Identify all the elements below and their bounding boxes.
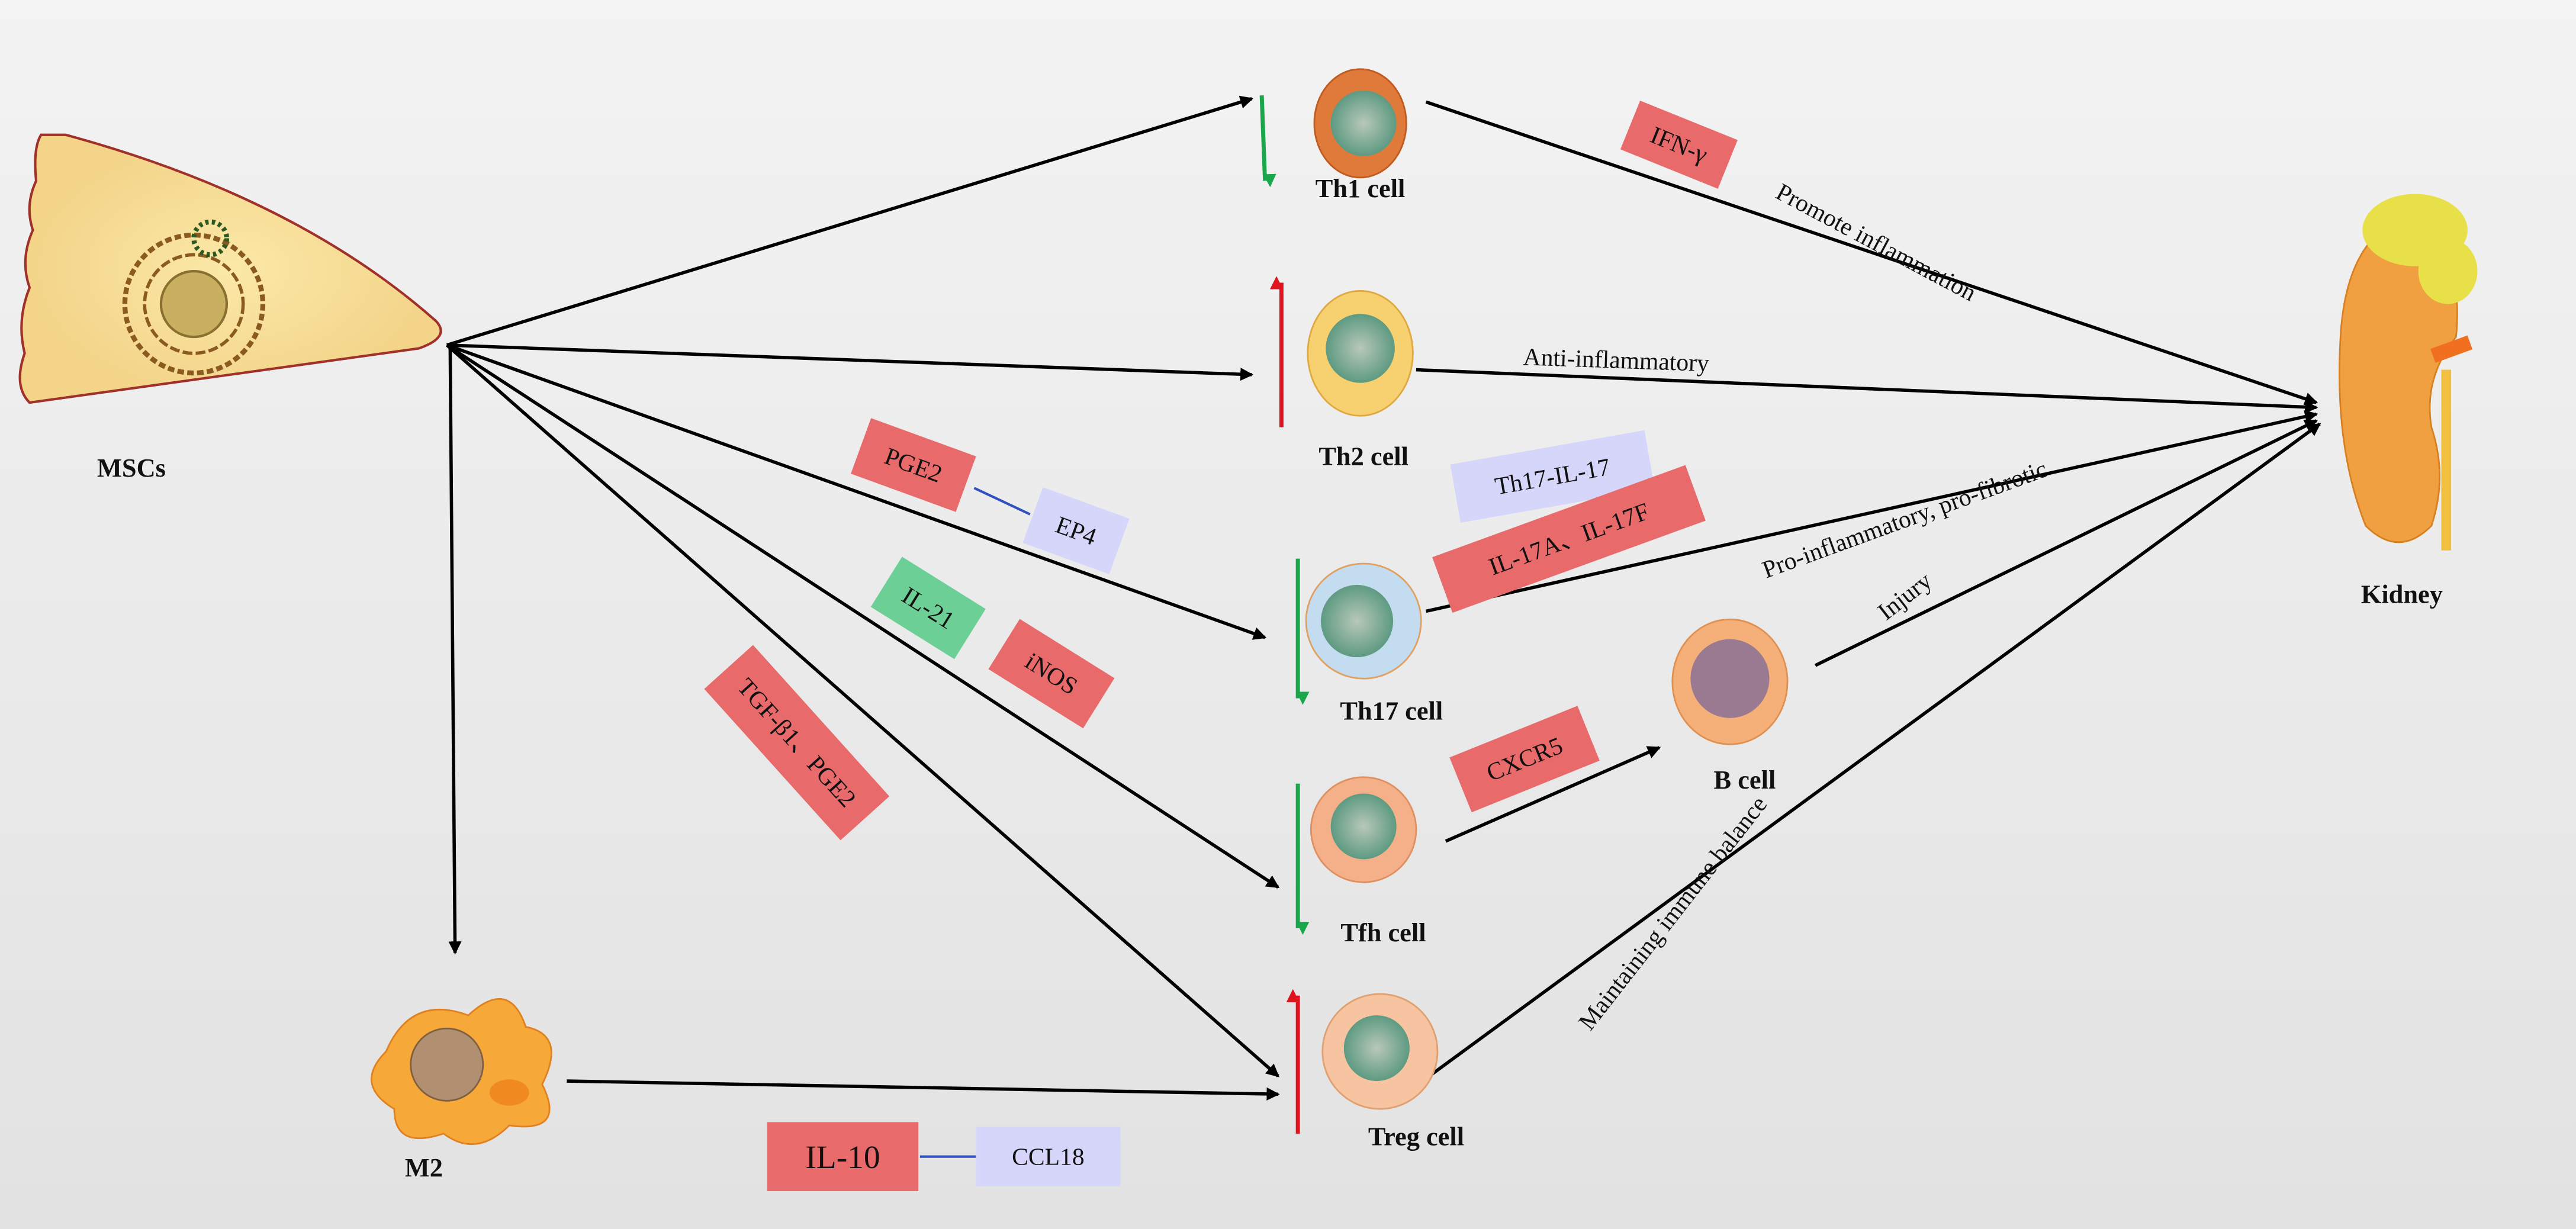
arrow-msc-th2: [446, 343, 1254, 381]
tfh-cell-icon: [1310, 776, 1417, 883]
down-arrow-th1-icon: [1259, 95, 1276, 188]
arrow-m2-treg: [567, 1079, 1280, 1101]
th17-label: Th17 cell: [1340, 696, 1443, 726]
th17-cell-icon: [1305, 562, 1422, 680]
msc-arrows: [445, 95, 2321, 1101]
arrow-th17-kidney: [1425, 410, 2318, 613]
arrow-treg-kidney: [1428, 422, 2321, 1077]
factor-pge2: PGE2: [851, 418, 976, 512]
bcell-label: B cell: [1714, 765, 1776, 794]
m2-macrophage-icon: [371, 998, 552, 1146]
arrow-th1-kidney: [1425, 100, 2318, 406]
arrow-msc-treg: [445, 343, 1279, 1077]
factor-il21: IL-21: [870, 556, 986, 659]
th2-label: Th2 cell: [1318, 441, 1408, 471]
th1-cell-icon: [1313, 68, 1407, 179]
factor-inos: iNOS: [988, 619, 1115, 729]
factor-th17-il17: Th17-IL-17: [1450, 430, 1655, 523]
effect-th1: Promote inflammation: [1771, 178, 1980, 307]
factor-ep4: EP4: [1022, 487, 1130, 574]
treg-label: Treg cell: [1368, 1121, 1464, 1151]
arrow-msc-th17: [446, 343, 1267, 640]
arrow-msc-th1: [446, 95, 1254, 347]
tfh-label: Tfh cell: [1340, 918, 1426, 947]
svg-text:IL-10: IL-10: [805, 1140, 880, 1176]
msc-cell-icon: [18, 133, 442, 404]
kidney-icon: [2339, 194, 2478, 551]
factor-tgf-pge2: TGF-β1、PGE2: [704, 645, 890, 841]
arrow-msc-tfh: [446, 343, 1280, 889]
svg-text:CCL18: CCL18: [1012, 1144, 1085, 1171]
factor-ifng: IFN-γ: [1620, 100, 1738, 189]
mscs-label: MSCs: [97, 453, 166, 482]
effect-th2: Anti-inflammatory: [1523, 343, 1710, 377]
effect-th17: Pro-inflammatory, pro-fibrotic: [1759, 455, 2051, 584]
th2-cell-icon: [1307, 289, 1414, 417]
kidney-label: Kidney: [2361, 580, 2443, 609]
arrow-bcell-kidney: [1815, 419, 2318, 667]
factor-cxcr5: CXCR5: [1449, 706, 1600, 813]
connector-pge2-ep4: [973, 487, 1031, 516]
factor-ccl18: CCL18: [976, 1127, 1121, 1186]
effect-bcell: Injury: [1873, 567, 1937, 626]
arrow-tfh-bcell: [1445, 746, 1661, 843]
arrow-th2-kidney: [1416, 368, 2318, 414]
th1-label: Th1 cell: [1316, 173, 1406, 203]
treg-cell-icon: [1321, 993, 1439, 1110]
factor-il10: IL-10: [767, 1122, 919, 1191]
effect-treg: Maintaining immune balance: [1574, 791, 1773, 1035]
b-cell-icon: [1671, 618, 1789, 745]
arrow-msc-m2: [448, 345, 462, 955]
m2-label: M2: [405, 1153, 443, 1182]
